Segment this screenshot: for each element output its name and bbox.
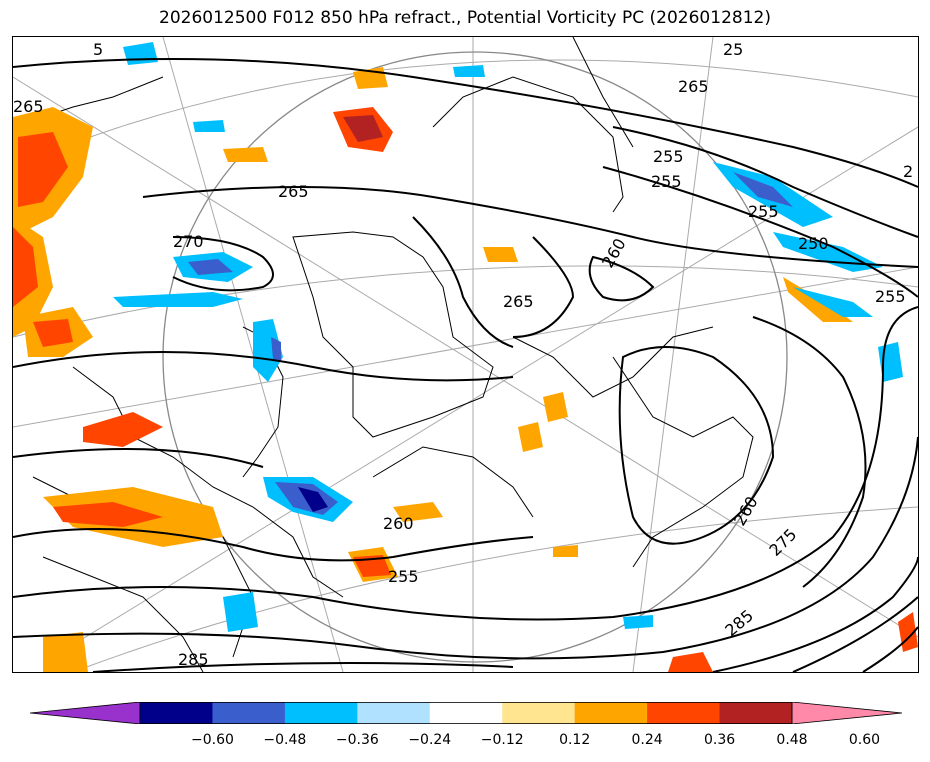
contour-label: 265 [278, 182, 309, 201]
colorbar-tick-label: −0.48 [263, 732, 307, 748]
contour-label: 25 [723, 40, 743, 59]
colorbar-ticks: −0.60 −0.48 −0.36 −0.24 −0.12 0.12 0.24 0.36 0.4… [0, 732, 930, 752]
pv-negative-fills [113, 42, 903, 632]
projection-circle [162, 51, 788, 663]
contour-label: 255 [748, 202, 779, 221]
contour-label: 2 [903, 162, 913, 181]
contour-label: 285 [178, 650, 209, 669]
contour-label: 250 [798, 234, 829, 253]
contour-label: 275 [765, 525, 800, 560]
colorbar-swatch [574, 702, 648, 724]
contour-label: 265 [503, 292, 534, 311]
colorbar-tick-label: −0.36 [335, 732, 379, 748]
colorbar-extend-low [30, 702, 141, 724]
colorbar-extend-high [791, 702, 902, 724]
graticule [13, 37, 918, 672]
colorbar-tick-label: 0.36 [703, 732, 736, 748]
contour-label: 260 [383, 514, 414, 533]
contour-label: 265 [678, 77, 709, 96]
colorbar-tick-label: 0.12 [559, 732, 591, 748]
colorbar-swatch [502, 702, 576, 724]
colorbar-swatch [647, 702, 721, 724]
colorbar-swatch [212, 702, 286, 724]
colorbar-tick-label: 0.48 [776, 732, 808, 748]
map-canvas: 5 265 265 255 255 255 250 265 270 260 26… [13, 37, 918, 672]
map-panel: 5 265 265 255 255 255 250 265 270 260 26… [12, 36, 919, 673]
colorbar-swatch [140, 702, 213, 724]
contour-label: 265 [13, 97, 44, 116]
colorbar-tick-label: −0.60 [190, 732, 234, 748]
colorbar-swatches [30, 702, 902, 724]
colorbar-tick-label: 0.60 [848, 732, 881, 748]
contour-label: 270 [173, 232, 204, 251]
contour-label: 285 [721, 606, 757, 640]
colorbar-swatch [429, 702, 503, 724]
colorbar-border [139, 702, 793, 724]
colorbar-swatch [719, 702, 793, 724]
contour-labels: 5 265 265 255 255 255 250 265 270 260 26… [13, 40, 913, 669]
colorbar [30, 702, 902, 724]
map-title: 2026012500 F012 850 hPa refract., Potent… [159, 8, 771, 28]
colorbar-tick-label: 0.24 [631, 732, 663, 748]
contour-label: 5 [93, 40, 103, 59]
pv-positive-fills [13, 67, 918, 672]
contour-label: 255 [651, 172, 682, 191]
contour-label: 255 [653, 147, 684, 166]
refractivity-contours [13, 58, 918, 672]
colorbar-swatch [284, 702, 358, 724]
contour-label: 255 [875, 287, 906, 306]
colorbar-tick-label: −0.12 [480, 732, 524, 748]
contour-label: 255 [388, 567, 419, 586]
colorbar-swatch [357, 702, 431, 724]
colorbar-tick-label: −0.24 [408, 732, 452, 748]
